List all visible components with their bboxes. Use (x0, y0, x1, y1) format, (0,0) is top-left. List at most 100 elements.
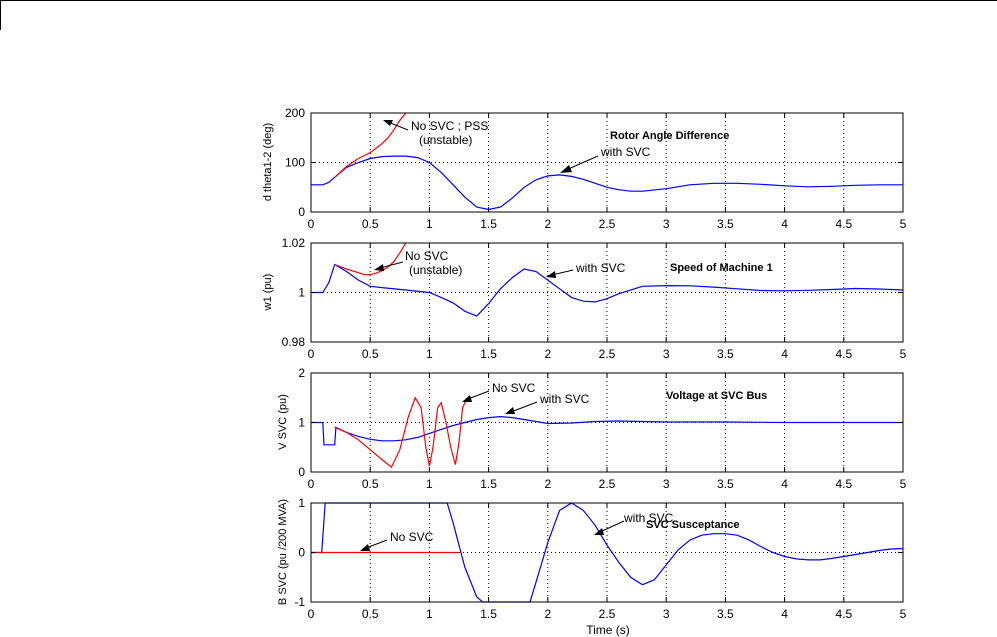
x-tick-label: 4 (781, 607, 788, 621)
y-tick-label: 200 (285, 106, 305, 120)
chart-title: SVC Susceptance (646, 519, 740, 531)
x-tick-label: 1.5 (480, 217, 497, 231)
x-tick-label: 1.5 (480, 477, 497, 491)
x-tick-label: 1 (426, 217, 433, 231)
arrowhead-icon (383, 120, 393, 126)
x-tick-label: 3.5 (717, 477, 734, 491)
y-tick-label: 0 (298, 205, 305, 219)
x-tick-label: 4 (781, 477, 788, 491)
annotation-with-svc: with SVC (539, 392, 590, 406)
x-tick-label: 5 (900, 217, 907, 231)
x-tick-label: 3.5 (717, 607, 734, 621)
y-tick-label: 1 (298, 286, 305, 300)
panel-susceptance: 0 0.5 1 1.5 2 2.5 3 3.5 4 4.5 5-101 B SVC (pu /200… (277, 496, 907, 637)
series-line-no-svc (334, 396, 468, 469)
chart-title: Speed of Machine 1 (670, 262, 773, 274)
x-tick-label: 2 (544, 607, 551, 621)
series-line-with-svc (311, 502, 904, 603)
annotation-arrow (387, 121, 409, 131)
x-tick-label: 4.5 (835, 347, 852, 361)
arrowhead-icon (462, 395, 472, 402)
annotation-arrow (599, 520, 625, 533)
x-tick-label: 0.5 (362, 217, 379, 231)
annotation-unstable: (unstable) (409, 263, 462, 277)
window-left-tick (0, 0, 1, 30)
annotation-arrow (365, 539, 388, 549)
x-tick-label: 3 (663, 607, 670, 621)
annotation-no-svc: No SVC (492, 381, 536, 395)
series-line-with-svc (311, 415, 903, 446)
annotation-with-svc: with SVC (575, 261, 626, 275)
x-axis-label: Time (s) (586, 623, 630, 637)
x-tick-label: 3.5 (717, 217, 734, 231)
x-tick-label: 2.5 (599, 217, 616, 231)
x-tick-label: 0 (308, 477, 315, 491)
arrowhead-icon (546, 271, 556, 278)
chart-title: Voltage at SVC Bus (666, 390, 767, 402)
x-tick-label: 0 (308, 217, 315, 231)
x-tick-label: 4 (781, 217, 788, 231)
x-tick-label: 5 (900, 607, 907, 621)
y-tick-label: 2 (298, 366, 305, 380)
x-tick-label: 2 (544, 217, 551, 231)
annotation-no-svc-pss: No SVC ; PSS (411, 119, 488, 133)
x-tick-label: 4.5 (835, 607, 852, 621)
y-axis-label: d theta1-2 (deg) (262, 123, 274, 201)
arrowhead-icon (505, 407, 515, 414)
y-tick-label: 1.02 (282, 236, 306, 250)
x-tick-label: 0.5 (362, 477, 379, 491)
x-tick-label: 5 (900, 477, 907, 491)
x-tick-label: 3.5 (717, 347, 734, 361)
y-tick-label: 1 (298, 496, 305, 510)
x-tick-label: 2.5 (599, 347, 616, 361)
y-tick-label: 0 (298, 465, 305, 479)
series-line-with-svc (311, 155, 903, 211)
panel-speed: 0 0.5 1 1.5 2 2.5 3 3.5 4 4.5 5 0.98 1 1.02 w1 (pu) S… (262, 236, 907, 361)
x-tick-label: 2.5 (599, 607, 616, 621)
y-axis-label: w1 (pu) (262, 274, 274, 312)
annotation-arrow (510, 401, 538, 413)
window-top-rule (0, 0, 997, 1)
series-line-with-svc (311, 263, 904, 317)
annotation-with-svc: with SVC (600, 145, 651, 159)
x-tick-label: 3 (663, 347, 670, 361)
y-tick-label: 0.98 (282, 335, 306, 349)
annotation-with-svc: with SVC (623, 511, 674, 525)
annotation-arrow (551, 269, 574, 276)
annotation-arrow (379, 261, 404, 269)
annotation-no-svc: No SVC (405, 249, 449, 263)
y-tick-label: 100 (285, 156, 305, 170)
x-tick-label: 2.5 (599, 477, 616, 491)
panel-voltage: 0 0.5 1 1.5 2 2.5 3 3.5 4 4.5 5 0 1 2 V SVC (pu) Volt… (277, 366, 907, 491)
y-tick-label: -1 (294, 595, 305, 609)
arrowhead-icon (594, 528, 604, 535)
x-tick-label: 1.5 (480, 347, 497, 361)
x-tick-label: 4.5 (835, 477, 852, 491)
x-tick-label: 0.5 (362, 347, 379, 361)
x-tick-label: 0 (308, 347, 315, 361)
x-tick-label: 1.5 (480, 607, 497, 621)
x-tick-label: 3 (663, 217, 670, 231)
x-tick-label: 0 (308, 607, 315, 621)
y-axis-label: V SVC (pu) (277, 394, 289, 450)
panel-rotor-angle: 0 0.5 1 1.5 2 2.5 3 3.5 4 4.5 5 0 100 200 d theta1-2 … (262, 106, 907, 231)
annotation-unstable: (unstable) (419, 133, 472, 147)
x-tick-label: 2 (544, 347, 551, 361)
arrowhead-icon (560, 165, 572, 173)
annotation-no-svc: No SVC (390, 530, 434, 544)
x-tick-label: 1 (426, 347, 433, 361)
arrowhead-icon (374, 264, 384, 271)
y-tick-label: 1 (298, 416, 305, 430)
x-tick-label: 3 (663, 477, 670, 491)
x-tick-label: 4.5 (835, 217, 852, 231)
x-tick-label: 5 (900, 347, 907, 361)
y-axis-label: B SVC (pu /200 MVA) (277, 499, 289, 605)
x-tick-label: 2 (544, 477, 551, 491)
series-line-no-svc-pss (334, 112, 407, 178)
x-tick-label: 1 (426, 607, 433, 621)
annotation-arrow (565, 155, 599, 171)
x-tick-label: 4 (781, 347, 788, 361)
annotation-arrow (467, 390, 490, 400)
y-tick-label: 0 (298, 546, 305, 560)
arrowhead-icon (360, 544, 370, 551)
